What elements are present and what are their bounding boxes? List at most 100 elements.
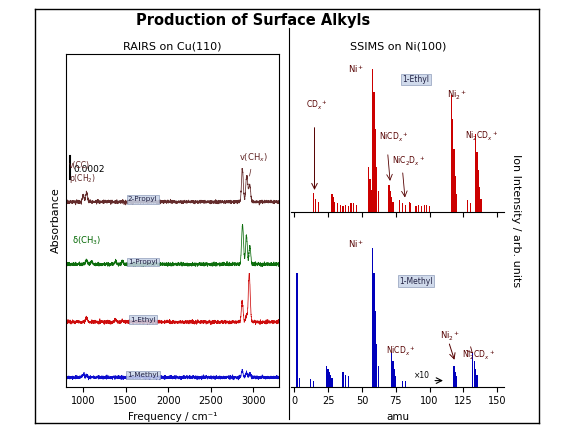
Bar [402, 203, 403, 213]
Bar [350, 203, 352, 213]
Bar [332, 378, 333, 387]
Bar [472, 353, 473, 387]
Bar [467, 200, 468, 213]
Text: 2-Propyl: 2-Propyl [128, 197, 158, 203]
Bar [392, 361, 393, 387]
Title: SSIMS on Ni(100): SSIMS on Ni(100) [350, 42, 446, 52]
X-axis label: amu: amu [386, 412, 410, 422]
Text: Ni$_2$CD$_x$$^+$: Ni$_2$CD$_x$$^+$ [465, 130, 498, 143]
Text: v(CH$_x$): v(CH$_x$) [239, 151, 267, 176]
Bar [329, 372, 330, 387]
Text: 1-Ethyl: 1-Ethyl [403, 75, 430, 84]
Bar [296, 273, 298, 387]
Text: 1-Propyl: 1-Propyl [128, 259, 158, 265]
Bar [310, 379, 311, 387]
Bar [423, 205, 425, 213]
Bar [408, 202, 410, 213]
Text: Ni$_2$CD$_x$$^+$: Ni$_2$CD$_x$$^+$ [462, 349, 495, 362]
Bar [391, 353, 392, 387]
Bar [375, 130, 376, 213]
Bar [342, 372, 343, 387]
Bar [456, 376, 457, 387]
Bar [376, 167, 377, 213]
Bar [480, 199, 482, 213]
Bar [426, 205, 427, 213]
Text: NiCD$_x$$^+$: NiCD$_x$$^+$ [386, 344, 416, 358]
Bar [340, 205, 341, 213]
Bar [372, 69, 373, 213]
Text: ×10: ×10 [414, 371, 430, 380]
Bar [313, 193, 314, 213]
Bar [348, 376, 349, 387]
Text: 1-Ethyl: 1-Ethyl [130, 317, 156, 323]
Bar [318, 202, 319, 213]
Bar [315, 199, 316, 213]
Bar [415, 206, 416, 213]
Bar [404, 381, 406, 387]
Bar [418, 205, 419, 213]
Bar [330, 375, 331, 387]
Bar [476, 375, 478, 387]
Bar [313, 381, 314, 387]
Bar [327, 368, 329, 387]
Bar [475, 134, 476, 213]
X-axis label: Frequency / cm⁻¹: Frequency / cm⁻¹ [128, 412, 217, 422]
Bar [299, 378, 300, 387]
Text: 0.0002: 0.0002 [74, 165, 105, 174]
Text: CD$_{x}$$^+$: CD$_{x}$$^+$ [306, 99, 328, 112]
Bar [469, 203, 471, 213]
Bar [421, 206, 422, 213]
Bar [368, 167, 369, 213]
Text: 1-Methyl: 1-Methyl [399, 276, 433, 286]
Bar [376, 344, 377, 387]
Bar [410, 203, 411, 213]
Text: Ni$_2$$^+$: Ni$_2$$^+$ [441, 329, 461, 343]
Bar [394, 368, 395, 387]
Bar [475, 368, 476, 387]
Bar [399, 200, 400, 213]
Y-axis label: Absorbance: Absorbance [51, 187, 60, 253]
Bar [404, 205, 406, 213]
Bar [345, 205, 346, 213]
Bar [348, 206, 349, 213]
Bar [429, 206, 430, 213]
Bar [392, 202, 393, 213]
Bar [476, 152, 478, 213]
Bar [353, 203, 354, 213]
Text: Ion Intensity / arb. units: Ion Intensity / arb. units [510, 154, 521, 287]
Bar [456, 194, 457, 213]
Bar [333, 197, 334, 213]
Text: NiC$_2$D$_x$$^+$: NiC$_2$D$_x$$^+$ [392, 155, 425, 168]
Bar [453, 149, 454, 213]
Bar [452, 119, 453, 213]
Bar [337, 203, 338, 213]
Bar [395, 376, 396, 387]
Title: RAIRS on Cu(110): RAIRS on Cu(110) [123, 42, 222, 52]
Bar [388, 185, 389, 213]
Bar [377, 365, 379, 387]
Bar [372, 248, 373, 387]
Bar [334, 202, 335, 213]
Bar [369, 179, 370, 213]
Text: NiCD$_x$$^+$: NiCD$_x$$^+$ [380, 131, 409, 144]
Bar [342, 206, 343, 213]
Bar [479, 187, 480, 213]
Bar [391, 197, 392, 213]
Bar [453, 365, 454, 387]
Bar [478, 170, 479, 213]
Bar [402, 381, 403, 387]
Text: Ni$^+$: Ni$^+$ [348, 239, 365, 251]
Bar [356, 205, 357, 213]
Bar [345, 375, 346, 387]
Bar [326, 365, 327, 387]
Text: Ni$^+$: Ni$^+$ [348, 63, 365, 75]
Text: Production of Surface Alkyls: Production of Surface Alkyls [137, 13, 370, 28]
Text: v(CC)
ρ(CH$_2$): v(CC) ρ(CH$_2$) [69, 161, 96, 184]
Bar [373, 92, 374, 213]
Text: Ni$_2$$^+$: Ni$_2$$^+$ [447, 89, 468, 102]
Bar [377, 191, 379, 213]
Bar [473, 361, 475, 387]
Bar [332, 194, 333, 213]
Bar [375, 311, 376, 387]
Bar [373, 273, 374, 387]
